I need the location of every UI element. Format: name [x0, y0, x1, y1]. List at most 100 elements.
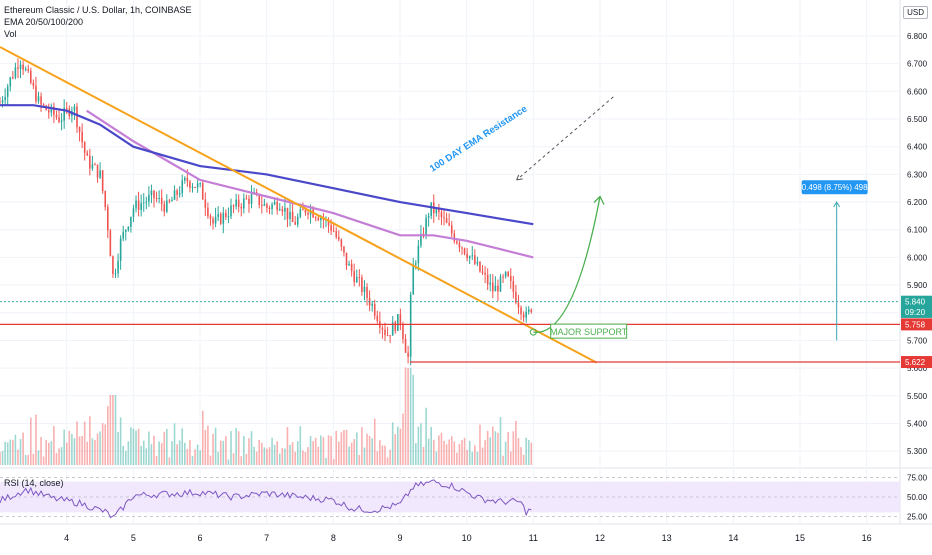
- y-tick-label: 5.700: [907, 336, 928, 345]
- candle-body: [391, 322, 394, 336]
- volume-bar: [204, 429, 207, 465]
- candle-body: [268, 207, 271, 210]
- candle-body: [515, 291, 517, 303]
- candle-body: [361, 277, 363, 292]
- volume-bar: [504, 441, 507, 465]
- volume-bar: [155, 455, 158, 465]
- volume-bar: [94, 439, 96, 465]
- projection-origin: [529, 328, 537, 336]
- volume-bar: [463, 437, 466, 465]
- volume-bar: [373, 418, 376, 465]
- arrow-head: [516, 174, 523, 181]
- candle-body: [137, 200, 140, 210]
- candle-body: [489, 282, 492, 285]
- volume-bar: [340, 432, 343, 465]
- candle-body: [291, 211, 294, 223]
- x-tick-label: 7: [264, 533, 269, 543]
- candle-body: [386, 335, 389, 337]
- volume-bar: [517, 438, 520, 465]
- candle-body: [150, 190, 153, 196]
- volume-bar: [148, 431, 150, 465]
- volume-bar: [63, 429, 65, 465]
- volume-bar: [186, 448, 189, 465]
- volume-bar: [237, 431, 240, 465]
- y-tick-label: 5.500: [907, 392, 928, 401]
- volume-bar: [325, 457, 327, 465]
- candle-body: [160, 197, 163, 205]
- volume-bar: [27, 454, 30, 465]
- volume-bar: [35, 414, 37, 465]
- volume-bar: [361, 427, 363, 465]
- volume-bar: [448, 439, 450, 465]
- x-tick-label: 12: [595, 533, 605, 543]
- candle-body: [499, 276, 502, 292]
- volume-bar: [363, 447, 366, 465]
- candle-body: [186, 177, 189, 182]
- x-tick-label: 4: [64, 533, 69, 543]
- candle-body: [178, 193, 181, 195]
- volume-bar: [117, 432, 119, 465]
- volume-bar: [40, 437, 42, 465]
- candle-body: [109, 230, 112, 257]
- volume-bar: [278, 453, 281, 465]
- volume-bar: [397, 426, 399, 465]
- candle-body: [527, 309, 530, 312]
- candle-body: [196, 183, 199, 188]
- grid: [0, 0, 900, 524]
- volume-bar: [366, 433, 368, 465]
- candle-body: [435, 209, 438, 214]
- price-label: 5.758: [905, 320, 926, 329]
- candle-body: [509, 276, 512, 282]
- candle-body: [353, 271, 355, 283]
- candle-body: [404, 338, 407, 353]
- volume-bar: [45, 439, 47, 465]
- candle-body: [145, 201, 148, 203]
- volume-bar: [350, 442, 353, 465]
- candle-body: [243, 198, 245, 209]
- candle-body: [456, 241, 458, 244]
- candle-body: [232, 205, 235, 207]
- x-tick-label: 15: [795, 533, 805, 543]
- volume-bar: [235, 428, 237, 465]
- candle-body: [140, 203, 142, 210]
- candle-body: [194, 186, 196, 188]
- candle-body: [402, 324, 404, 339]
- volume-bar: [248, 438, 250, 465]
- candle-body: [484, 273, 486, 275]
- candle-body: [209, 216, 212, 219]
- volume-bar: [276, 441, 278, 465]
- volume-bar: [181, 428, 184, 465]
- candle-body: [373, 304, 376, 316]
- volume-bar: [497, 432, 499, 465]
- measure-arrow-head: [833, 201, 841, 208]
- candle-body: [479, 261, 481, 272]
- price-label: 09:20: [905, 308, 926, 317]
- volume-bar: [312, 441, 314, 465]
- candle-body: [24, 69, 27, 71]
- volume-bar: [114, 395, 117, 465]
- candle-body: [65, 108, 68, 110]
- volume-bar: [330, 436, 332, 465]
- candle-body: [50, 106, 53, 113]
- candle-body: [60, 120, 63, 122]
- candle-body: [1, 100, 4, 103]
- volume-bar: [166, 428, 168, 465]
- volume-bar: [178, 440, 181, 465]
- volume-bar: [145, 448, 148, 465]
- volume-bar: [109, 395, 112, 465]
- volume-bar: [456, 452, 458, 465]
- volume-bar: [201, 410, 204, 465]
- candle-body: [289, 211, 291, 220]
- volume-bar: [184, 442, 186, 465]
- volume-bar: [479, 424, 481, 465]
- volume-bar: [386, 457, 389, 465]
- currency-badge[interactable]: USD: [903, 6, 928, 19]
- volume-bar: [171, 441, 173, 465]
- candle-body: [299, 209, 302, 217]
- volume-bar: [212, 433, 214, 465]
- candle-body: [430, 202, 432, 216]
- volume-bar: [81, 436, 83, 465]
- volume-bar: [299, 426, 302, 465]
